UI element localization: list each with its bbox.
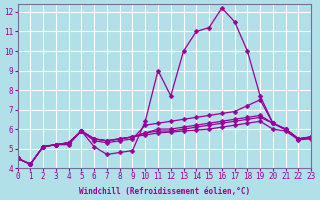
X-axis label: Windchill (Refroidissement éolien,°C): Windchill (Refroidissement éolien,°C) [79, 187, 250, 196]
